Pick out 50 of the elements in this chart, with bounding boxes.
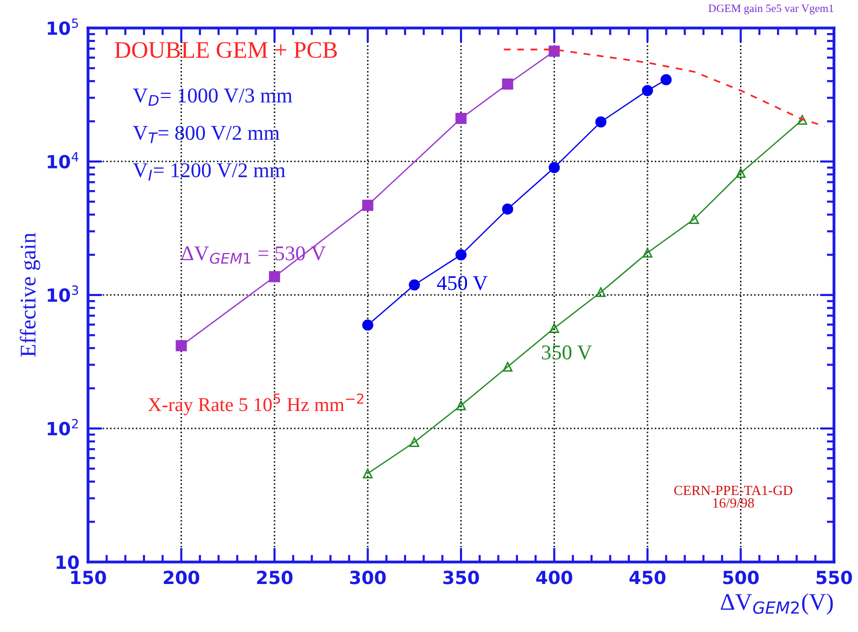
point [362, 320, 374, 331]
x-axis-title: ΔV$_{GEM2}$(V) [720, 593, 833, 615]
x-tick-label: 500 [723, 570, 759, 584]
point [456, 400, 466, 410]
point [268, 271, 280, 282]
point [455, 249, 467, 260]
y-tick-label: 10$^{5}$ [48, 18, 78, 35]
point [502, 204, 514, 215]
series-label: ΔV$_{GEM1}$ = 530 V [181, 246, 326, 264]
point [502, 362, 512, 372]
x-tick-label: 450 [629, 570, 666, 584]
x-tick-label: 550 [816, 570, 852, 584]
point [410, 437, 420, 448]
point [502, 78, 514, 90]
x-tick-label: 200 [164, 570, 200, 584]
annotation: V$_{D}$= 1000 V/3 mm [133, 88, 292, 106]
x-tick-label: 250 [257, 570, 292, 584]
point [455, 112, 467, 124]
y-tick-label: 10$^{3}$ [48, 285, 78, 302]
x-tick-label: 150 [71, 570, 106, 584]
annotation: DOUBLE GEM + PCB [114, 42, 337, 58]
annotation: V$_{I}$= 1200 V/2 mm [133, 163, 286, 180]
point [797, 115, 808, 125]
point [549, 323, 560, 333]
point [642, 248, 652, 258]
point [595, 116, 606, 128]
series-label: 350 V [542, 345, 592, 360]
y-axis-title: Effective gain [20, 232, 40, 357]
x-tick-label: 400 [536, 570, 572, 584]
point [642, 84, 654, 96]
point [362, 468, 373, 478]
y-tick-label: 10$^{2}$ [48, 418, 78, 436]
point [176, 340, 187, 352]
y-tick-label: 10$^{4}$ [48, 152, 78, 168]
point [548, 162, 560, 174]
point [408, 279, 420, 290]
annotation: X-ray Rate 5 10$^{5}$ Hz mm$^{−2}$ [148, 393, 364, 416]
annotation: V$_{T}$= 800 V/2 mm [133, 126, 280, 144]
point [736, 168, 746, 178]
point [689, 214, 699, 224]
text: DGEM gain 5e5 var Vgem1 [708, 4, 834, 14]
point [548, 46, 560, 57]
series-label: 450 V [437, 276, 488, 290]
point [596, 287, 606, 298]
y-tick-label: 10 [56, 555, 79, 570]
x-tick-label: 300 [350, 570, 386, 584]
point [660, 74, 672, 86]
annotation: CERN-PPE-TA1-GD 16/9/98 [674, 486, 792, 508]
x-tick-label: 350 [443, 570, 479, 584]
point [362, 200, 374, 211]
